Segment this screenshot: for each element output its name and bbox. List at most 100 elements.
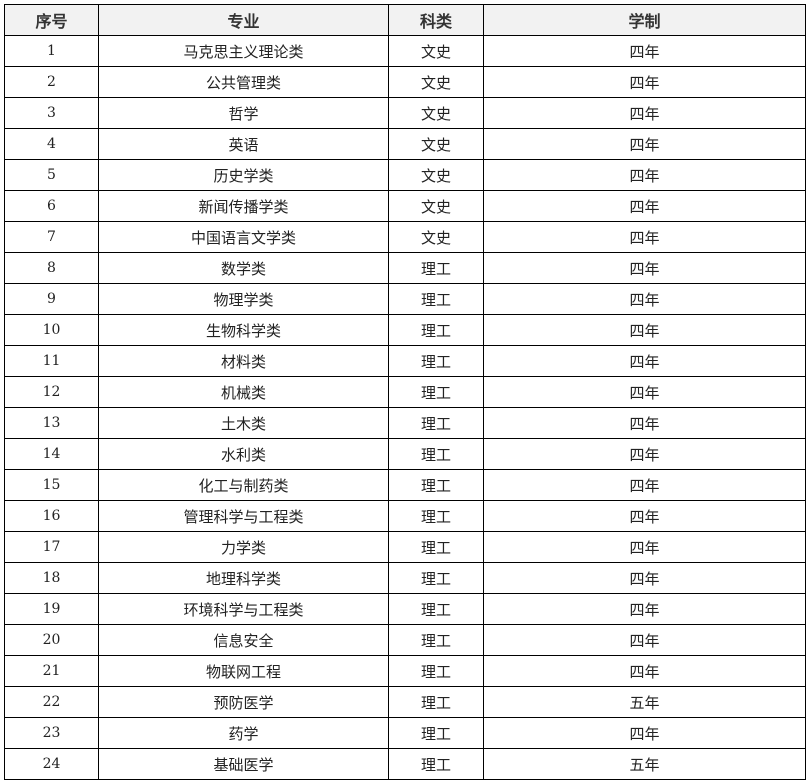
cell-index: 12: [4, 376, 99, 408]
cell-major: 管理科学与工程类: [98, 500, 389, 532]
cell-duration: 四年: [483, 345, 806, 377]
table-row: 7 中国语言文学类 文史 四年: [4, 221, 806, 253]
cell-major: 机械类: [98, 376, 389, 408]
cell-major: 英语: [98, 128, 389, 160]
cell-category: 理工: [388, 283, 484, 315]
table-row: 19 环境科学与工程类 理工 四年: [4, 593, 806, 625]
cell-index: 13: [4, 407, 99, 439]
cell-major: 地理科学类: [98, 562, 389, 594]
cell-index: 4: [4, 128, 99, 160]
cell-category: 文史: [388, 159, 484, 191]
cell-category: 文史: [388, 221, 484, 253]
cell-index: 15: [4, 469, 99, 501]
cell-major: 哲学: [98, 97, 389, 129]
cell-major: 马克思主义理论类: [98, 35, 389, 67]
cell-major: 历史学类: [98, 159, 389, 191]
cell-category: 理工: [388, 717, 484, 749]
cell-index: 9: [4, 283, 99, 315]
cell-category: 文史: [388, 128, 484, 160]
table-row: 14 水利类 理工 四年: [4, 438, 806, 470]
table-row: 23 药学 理工 四年: [4, 717, 806, 749]
header-duration: 学制: [483, 4, 806, 36]
cell-index: 18: [4, 562, 99, 594]
cell-major: 环境科学与工程类: [98, 593, 389, 625]
table-row: 16 管理科学与工程类 理工 四年: [4, 500, 806, 532]
cell-index: 23: [4, 717, 99, 749]
table-row: 20 信息安全 理工 四年: [4, 624, 806, 656]
table-row: 13 土木类 理工 四年: [4, 407, 806, 439]
cell-major: 信息安全: [98, 624, 389, 656]
table-row: 2 公共管理类 文史 四年: [4, 66, 806, 98]
table-row: 11 材料类 理工 四年: [4, 345, 806, 377]
cell-category: 文史: [388, 66, 484, 98]
cell-major: 材料类: [98, 345, 389, 377]
cell-duration: 四年: [483, 35, 806, 67]
cell-category: 理工: [388, 376, 484, 408]
table-row: 9 物理学类 理工 四年: [4, 283, 806, 315]
table-row: 18 地理科学类 理工 四年: [4, 562, 806, 594]
cell-index: 16: [4, 500, 99, 532]
cell-duration: 四年: [483, 717, 806, 749]
cell-category: 理工: [388, 407, 484, 439]
table-row: 5 历史学类 文史 四年: [4, 159, 806, 191]
cell-index: 6: [4, 190, 99, 222]
cell-category: 理工: [388, 252, 484, 284]
cell-duration: 四年: [483, 97, 806, 129]
cell-category: 理工: [388, 593, 484, 625]
cell-duration: 四年: [483, 531, 806, 563]
cell-index: 7: [4, 221, 99, 253]
cell-duration: 四年: [483, 438, 806, 470]
cell-index: 1: [4, 35, 99, 67]
cell-major: 新闻传播学类: [98, 190, 389, 222]
cell-category: 文史: [388, 97, 484, 129]
cell-duration: 四年: [483, 314, 806, 346]
cell-duration: 四年: [483, 128, 806, 160]
cell-category: 理工: [388, 655, 484, 687]
cell-category: 理工: [388, 500, 484, 532]
cell-duration: 四年: [483, 500, 806, 532]
cell-duration: 四年: [483, 593, 806, 625]
cell-major: 水利类: [98, 438, 389, 470]
cell-index: 3: [4, 97, 99, 129]
table-row: 6 新闻传播学类 文史 四年: [4, 190, 806, 222]
header-row: 序号 专业 科类 学制: [4, 4, 806, 36]
cell-major: 物联网工程: [98, 655, 389, 687]
cell-category: 理工: [388, 562, 484, 594]
header-index: 序号: [4, 4, 99, 36]
table-row: 10 生物科学类 理工 四年: [4, 314, 806, 346]
cell-major: 基础医学: [98, 748, 389, 780]
cell-major: 生物科学类: [98, 314, 389, 346]
table-row: 4 英语 文史 四年: [4, 128, 806, 160]
cell-duration: 四年: [483, 469, 806, 501]
cell-category: 理工: [388, 531, 484, 563]
table-row: 17 力学类 理工 四年: [4, 531, 806, 563]
cell-major: 预防医学: [98, 686, 389, 718]
cell-index: 24: [4, 748, 99, 780]
cell-category: 理工: [388, 624, 484, 656]
cell-category: 理工: [388, 748, 484, 780]
cell-major: 中国语言文学类: [98, 221, 389, 253]
table-row: 12 机械类 理工 四年: [4, 376, 806, 408]
majors-table: 序号 专业 科类 学制 1 马克思主义理论类 文史 四年 2 公共管理类 文史 四年 3 哲学 文史…: [4, 4, 806, 780]
cell-category: 理工: [388, 314, 484, 346]
cell-duration: 四年: [483, 190, 806, 222]
table-row: 3 哲学 文史 四年: [4, 97, 806, 129]
table-row: 15 化工与制药类 理工 四年: [4, 469, 806, 501]
cell-index: 19: [4, 593, 99, 625]
table-row: 24 基础医学 理工 五年: [4, 748, 806, 780]
cell-major: 力学类: [98, 531, 389, 563]
cell-major: 土木类: [98, 407, 389, 439]
table-row: 21 物联网工程 理工 四年: [4, 655, 806, 687]
cell-index: 11: [4, 345, 99, 377]
cell-category: 理工: [388, 345, 484, 377]
cell-index: 20: [4, 624, 99, 656]
cell-duration: 四年: [483, 407, 806, 439]
cell-category: 理工: [388, 438, 484, 470]
cell-duration: 五年: [483, 686, 806, 718]
cell-index: 5: [4, 159, 99, 191]
cell-major: 数学类: [98, 252, 389, 284]
cell-category: 理工: [388, 469, 484, 501]
table-row: 8 数学类 理工 四年: [4, 252, 806, 284]
cell-duration: 四年: [483, 66, 806, 98]
cell-major: 公共管理类: [98, 66, 389, 98]
